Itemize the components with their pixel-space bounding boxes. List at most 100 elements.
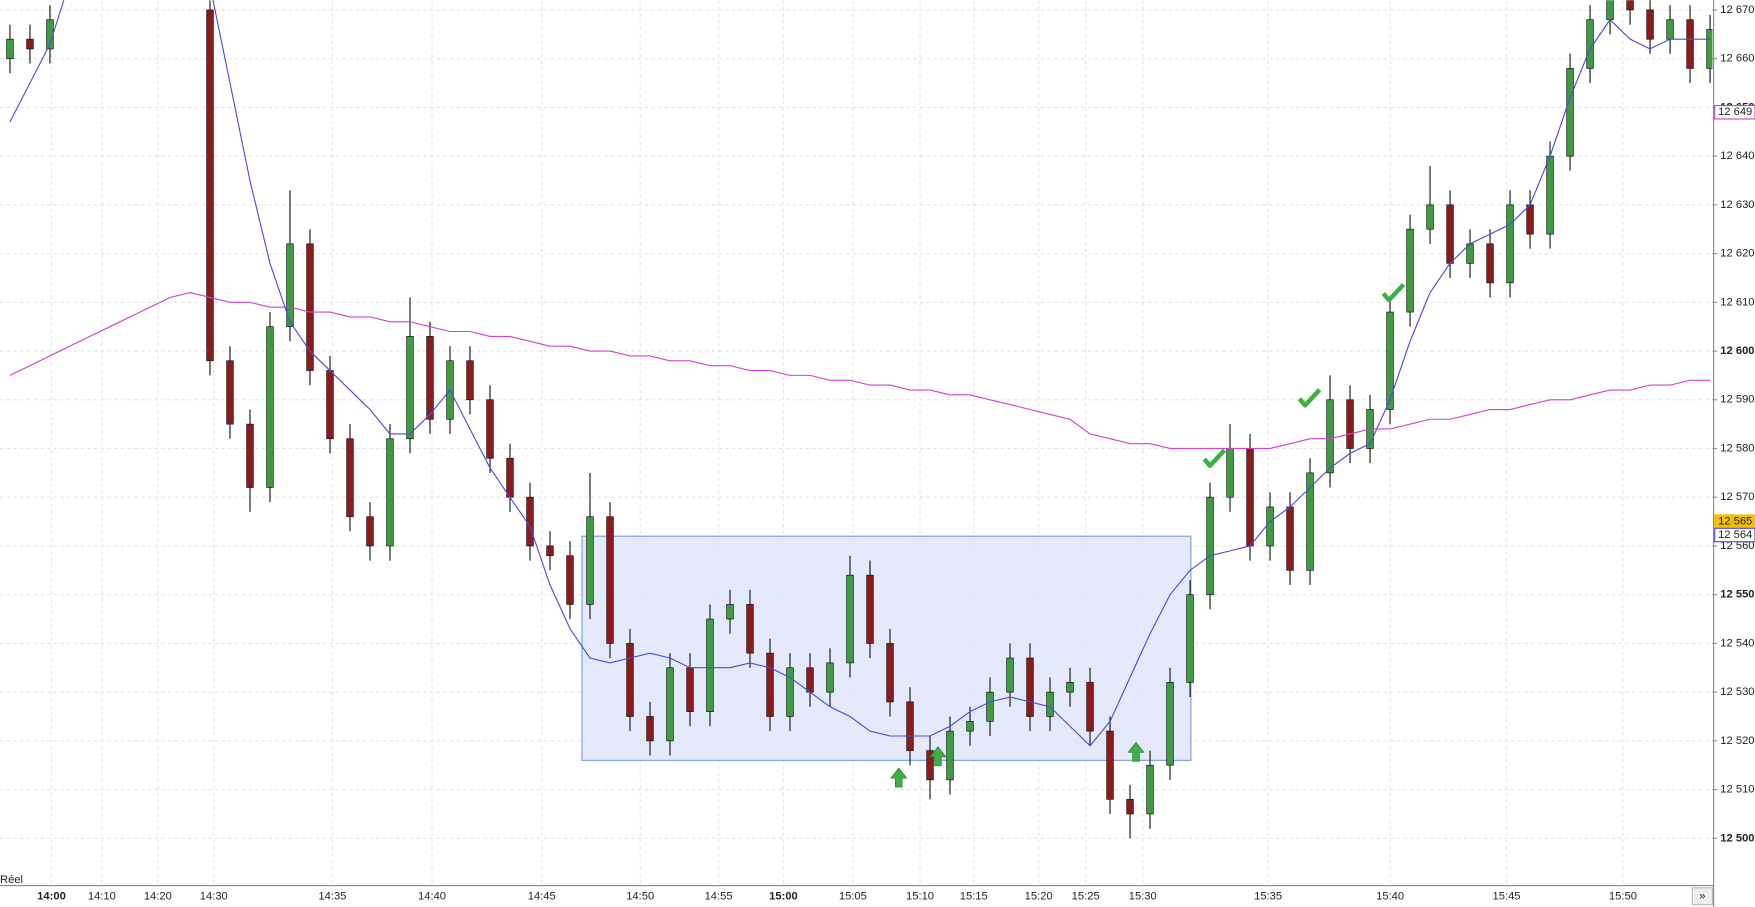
candle-body <box>906 701 914 751</box>
candle-body <box>6 38 14 60</box>
x-tick-label: 15:00 <box>769 891 798 903</box>
candle-body <box>1526 204 1534 235</box>
candle-body <box>566 555 574 605</box>
candle-body <box>1226 448 1234 498</box>
candle-body <box>1486 243 1494 284</box>
candle-body <box>886 643 894 703</box>
x-tick-label: 14:20 <box>144 891 172 903</box>
price-marker <box>1714 527 1755 543</box>
candle-body <box>806 667 814 693</box>
candle-body <box>1586 19 1594 69</box>
x-tick-label: 14:00 <box>37 891 66 903</box>
y-tick-label: 12 510 <box>1720 784 1754 796</box>
x-tick-label: 15:20 <box>1025 891 1053 903</box>
candle-body <box>926 750 934 781</box>
check-signal <box>1381 282 1406 303</box>
candle-body <box>1086 682 1094 732</box>
candle-body <box>326 370 334 440</box>
scroll-button[interactable] <box>1691 887 1714 906</box>
candle-body <box>846 574 854 664</box>
x-tick-label: 15:05 <box>839 891 867 903</box>
y-tick-label: 12 560 <box>1720 540 1754 552</box>
candle-body <box>1346 399 1354 449</box>
x-tick-label: 15:45 <box>1493 891 1521 903</box>
candle-body <box>966 721 974 732</box>
candle-body <box>1426 204 1434 230</box>
y-tick-label: 12 540 <box>1720 637 1754 649</box>
series-layer <box>6 0 1713 839</box>
candle-body <box>1326 399 1334 474</box>
y-tick-label: 12 630 <box>1720 199 1754 211</box>
x-tick-label: 15:15 <box>960 891 988 903</box>
candle-body <box>246 423 254 488</box>
candle-body <box>1506 204 1514 284</box>
candle-body <box>746 604 754 654</box>
candle-body <box>26 38 34 50</box>
candle-body <box>986 691 994 722</box>
candle-body <box>1246 448 1254 547</box>
candle-body <box>1006 657 1014 693</box>
x-tick-label: 15:10 <box>906 891 934 903</box>
y-tick-label: 12 610 <box>1720 296 1754 308</box>
candle-body <box>666 667 674 742</box>
candle-body <box>1386 311 1394 410</box>
candle-body <box>726 604 734 620</box>
y-tick-label: 12 670 <box>1720 4 1754 16</box>
candle-body <box>526 496 534 547</box>
candle-body <box>1046 691 1054 717</box>
candle-body <box>546 545 554 557</box>
candle-body <box>1266 506 1274 547</box>
x-tick-label: 15:40 <box>1376 891 1404 903</box>
candle-body <box>1306 472 1314 571</box>
moving-average <box>9 0 1711 747</box>
candle-body <box>1566 68 1574 157</box>
buy-arrow <box>1127 741 1145 762</box>
scroll-label[interactable]: » <box>1699 891 1705 903</box>
candle-body <box>486 399 494 459</box>
moving-average <box>9 291 1711 450</box>
y-tick-label: 12 600 <box>1720 345 1754 357</box>
x-tick-label: 14:35 <box>318 891 346 903</box>
candle-body <box>646 716 654 742</box>
buy-arrow <box>929 746 947 767</box>
y-tick-label: 12 580 <box>1720 442 1754 454</box>
y-tick-label: 12 590 <box>1720 394 1754 406</box>
candle-body <box>426 336 434 420</box>
x-tick-label: 15:50 <box>1609 891 1637 903</box>
candle-body <box>786 667 794 717</box>
x-tick-label: 15:30 <box>1129 891 1157 903</box>
candle-body <box>586 516 594 605</box>
candle-body <box>1406 228 1414 313</box>
y-tick-label: 12 660 <box>1720 53 1754 65</box>
x-tick-label: 14:10 <box>88 891 116 903</box>
price-marker-label: 12 565 <box>1718 516 1752 528</box>
candle-body <box>1146 764 1154 815</box>
candle-body <box>306 243 314 371</box>
candle-body <box>626 643 634 717</box>
candle-body <box>266 326 274 488</box>
candle-body <box>1206 496 1214 596</box>
candle-body <box>1166 682 1174 766</box>
candle-body <box>226 360 234 425</box>
buy-arrow <box>890 767 908 788</box>
y-tick-label: 12 620 <box>1720 248 1754 260</box>
x-tick-label: 15:35 <box>1254 891 1282 903</box>
candle-body <box>286 243 294 328</box>
y-tick-label: 12 500 <box>1720 832 1754 844</box>
price-marker-label: 12 649 <box>1718 106 1752 118</box>
x-tick-label: 14:55 <box>705 891 733 903</box>
check-signal <box>1297 388 1322 408</box>
x-tick-label: 15:25 <box>1072 891 1100 903</box>
y-tick-label: 12 550 <box>1720 589 1754 601</box>
candle-body <box>1106 730 1114 800</box>
candle-body <box>1666 19 1674 40</box>
candle-body <box>1186 594 1194 683</box>
price-marker-label: 12 564 <box>1718 529 1752 541</box>
y-tick-label: 12 640 <box>1720 150 1754 162</box>
candle-body <box>466 360 474 401</box>
candle-body <box>1606 0 1614 21</box>
